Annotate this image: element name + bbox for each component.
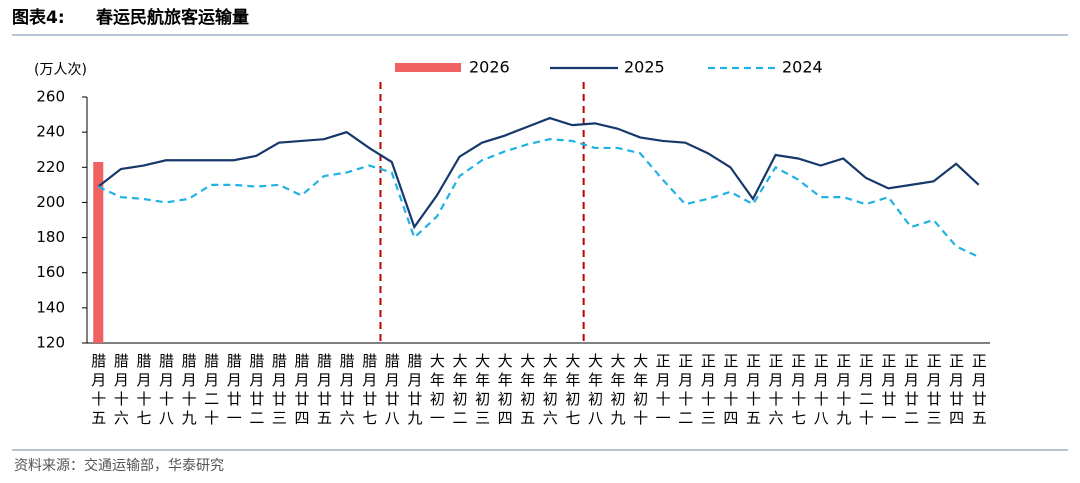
x-tick-label: 腊月廿八	[383, 353, 401, 429]
chart-subtitle: 春运民航旅客运输量	[96, 7, 249, 28]
x-tick-label: 腊月廿五	[315, 353, 333, 429]
x-tick-label: 正月廿一	[879, 353, 897, 429]
x-tick-label: 大年初一	[428, 353, 446, 429]
legend-label: 2026	[469, 58, 510, 77]
x-tick-label: 正月十七	[789, 353, 807, 429]
y-tick-label: 240	[36, 123, 65, 141]
y-axis-label: (万人次)	[34, 62, 87, 78]
x-tick-label: 正月十九	[834, 353, 852, 429]
x-tick-label: 正月廿五	[970, 353, 988, 429]
x-tick-label: 大年初四	[496, 353, 514, 429]
legend-label: 2025	[624, 58, 665, 77]
x-tick-label: 正月廿三	[925, 353, 943, 429]
x-tick-label: 腊月十九	[180, 353, 198, 429]
x-tick-label: 大年初三	[473, 353, 491, 429]
x-tick-label: 正月十八	[812, 353, 830, 429]
bar	[93, 162, 104, 343]
x-tick-label: 正月廿二	[902, 353, 920, 429]
x-tick-label: 大年初六	[541, 353, 559, 429]
x-tick-label: 腊月十六	[112, 353, 130, 429]
x-tick-label: 腊月廿六	[338, 353, 356, 429]
x-tick-label: 腊月十五	[89, 353, 107, 429]
line-2025	[97, 116, 980, 230]
x-tick-label: 腊月廿七	[360, 353, 378, 429]
x-tick-label: 正月十六	[767, 353, 785, 429]
y-tick-label: 200	[36, 193, 65, 211]
x-tick-label: 正月十一	[654, 353, 672, 429]
x-tick-label: 正月十二	[676, 353, 694, 429]
y-tick-label: 140	[36, 298, 65, 316]
x-tick-label: 腊月二十	[202, 353, 220, 429]
x-tick-label: 大年初五	[518, 353, 536, 429]
x-tick-label: 大年初二	[450, 353, 468, 429]
x-tick-label: 腊月廿二	[247, 353, 265, 429]
legend-label: 2024	[782, 58, 823, 77]
x-tick-label: 正月十四	[721, 353, 739, 429]
x-tick-label: 腊月十七	[134, 353, 152, 429]
x-tick-label: 大年初八	[586, 353, 604, 429]
y-tick-label: 260	[36, 88, 65, 106]
x-tick-label: 大年初十	[631, 353, 649, 429]
x-tick-label: 腊月廿四	[292, 353, 310, 429]
x-tick-label: 腊月十八	[157, 353, 175, 429]
y-tick-label: 180	[36, 228, 65, 246]
legend-swatch	[395, 63, 461, 72]
x-tick-label: 腊月廿一	[225, 353, 243, 429]
x-tick-label: 正月二十	[857, 353, 875, 429]
x-tick-label: 正月廿四	[947, 353, 965, 429]
x-tick-label: 大年初七	[563, 353, 581, 429]
y-tick-label: 220	[36, 158, 65, 176]
x-tick-label: 大年初九	[609, 353, 627, 429]
x-tick-label: 腊月廿三	[270, 353, 288, 429]
line-2024	[97, 138, 980, 258]
x-tick-label: 腊月廿九	[405, 353, 423, 429]
x-tick-label: 正月十三	[699, 353, 717, 429]
y-tick-label: 120	[36, 334, 65, 352]
x-tick-label: 正月十五	[744, 353, 762, 429]
chart-title: 图表4:	[12, 7, 65, 28]
y-tick-label: 160	[36, 263, 65, 281]
source: 资料来源：交通运输部，华泰研究	[14, 457, 224, 474]
